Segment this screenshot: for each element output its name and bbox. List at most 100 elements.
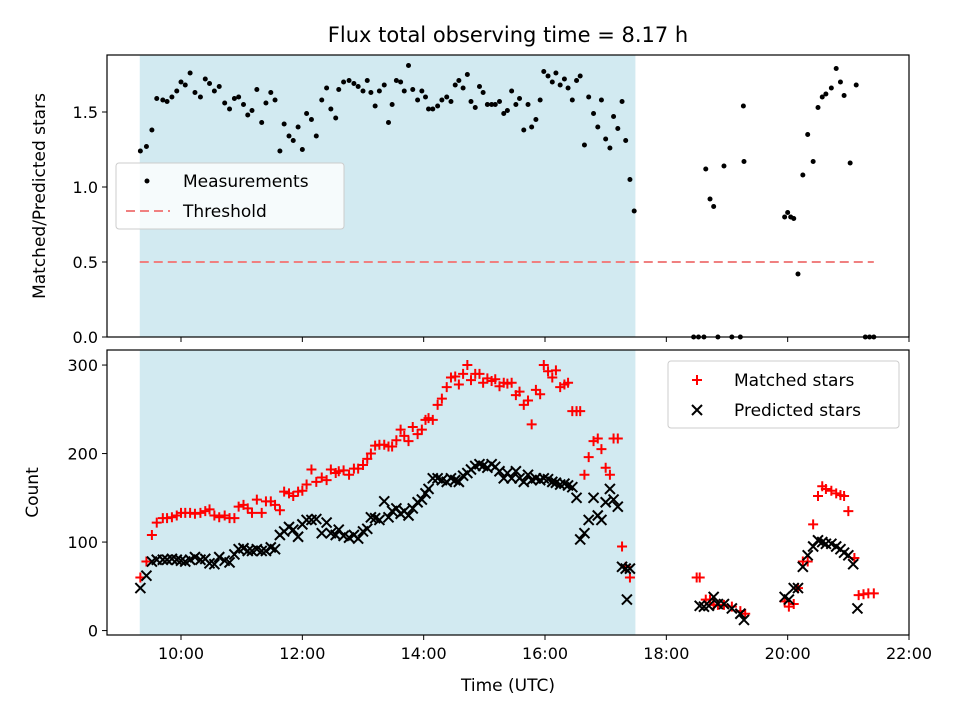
measurement-point (569, 97, 575, 103)
measurement-point (795, 271, 801, 277)
measurement-point (711, 204, 717, 209)
matched-star-point (538, 360, 549, 371)
matched-star-point (535, 389, 546, 400)
matched-star-point (362, 453, 373, 464)
matched-star-point (151, 517, 162, 528)
measurement-point (415, 97, 421, 103)
predicted-star-point (140, 569, 153, 582)
matched-star-point (458, 368, 469, 379)
matched-star-point (450, 371, 461, 382)
predicted-star-point (604, 483, 616, 495)
x-tick-label: 14:00 (401, 644, 447, 663)
measurement-point (290, 138, 296, 143)
matched-star-point (279, 486, 290, 497)
legend: Measurements Threshold (115, 162, 345, 230)
matched-star-point (391, 435, 402, 446)
legend-marker-matched (692, 375, 702, 385)
predicted-star-point (788, 582, 800, 594)
matched-star-point (514, 386, 525, 397)
measurement-point (611, 114, 617, 119)
measurement-point (561, 76, 567, 82)
predicted-star-point (453, 476, 465, 488)
predicted-star-point (402, 509, 415, 522)
measurement-point (406, 63, 412, 68)
matched-star-point (563, 377, 574, 388)
measurement-point (623, 138, 629, 143)
predicted-star-point (587, 492, 600, 504)
predicted-star-point (801, 549, 814, 562)
matched-star-point (550, 365, 561, 376)
measurement-point (837, 79, 843, 85)
predicted-star-point (378, 495, 390, 508)
matched-star-point (839, 491, 850, 502)
predicted-star-point (546, 476, 558, 488)
measurement-point (740, 103, 746, 109)
predicted-star-point (361, 523, 373, 535)
predicted-star-point (189, 551, 201, 563)
y-tick-label: 300 (67, 356, 98, 375)
matched-star-point (802, 556, 813, 567)
x-tick-label: 16:00 (522, 644, 568, 663)
predicted-star-point (574, 533, 586, 546)
predicted-star-point (624, 562, 636, 575)
matched-star-point (256, 507, 267, 518)
matched-star-point (403, 436, 414, 447)
measurement-point (823, 91, 829, 97)
predicted-star-point (422, 483, 435, 495)
legend-marker-measurements (144, 178, 150, 184)
measurement-point (557, 82, 563, 88)
matched-star-point (214, 512, 225, 523)
measurement-point (574, 78, 580, 83)
measurement-point (249, 108, 255, 113)
measurement-point (211, 88, 217, 94)
matched-star-point (808, 519, 819, 530)
measurement-point (819, 94, 825, 100)
matched-star-point (575, 406, 586, 417)
measurement-point (202, 76, 208, 82)
matched-star-point (617, 541, 628, 552)
measurement-point (295, 124, 301, 130)
predicted-star-point (718, 598, 730, 610)
measurement-point (833, 66, 839, 71)
matched-star-point (204, 504, 215, 515)
measurement-point (426, 106, 432, 112)
measurement-point (268, 90, 274, 95)
measurement-point (187, 70, 193, 76)
matched-star-point (441, 382, 452, 393)
measurement-point (595, 124, 601, 130)
predicted-star-point (734, 608, 747, 620)
measurement-point (422, 94, 428, 100)
matched-star-point (526, 419, 537, 430)
predicted-star-point (738, 614, 750, 626)
measurement-point (227, 106, 233, 112)
predicted-star-point (510, 465, 522, 477)
matched-star-point (166, 512, 177, 523)
y-tick-label: 1.0 (73, 178, 98, 197)
legend: Matched stars Predicted stars (667, 360, 900, 429)
y-tick-label: 0.5 (73, 253, 98, 272)
predicted-star-point (595, 514, 608, 526)
measurement-point (549, 79, 555, 85)
matched-star-point (592, 433, 603, 444)
measurement-point (277, 148, 283, 154)
matched-star-point (427, 414, 438, 425)
measurement-point (627, 177, 633, 182)
legend-label-threshold: Threshold (182, 202, 267, 222)
measurement-point (476, 84, 482, 89)
matched-star-point (436, 393, 447, 404)
measurement-point (304, 111, 310, 116)
matched-star-point (274, 505, 285, 516)
measurement-point (346, 78, 352, 83)
plot-frame (106, 349, 910, 636)
predicted-star-point (416, 493, 428, 506)
matched-star-point (843, 506, 854, 517)
x-tick-label: 12:00 (279, 644, 325, 663)
measurement-point (393, 78, 399, 83)
observing-span (139, 350, 636, 635)
measurement-point (336, 87, 342, 92)
predicted-star-point (693, 600, 706, 612)
measurement-point (222, 100, 228, 106)
measurement-point (448, 99, 454, 104)
measurement-point (154, 96, 160, 101)
predicted-star-point (213, 551, 225, 563)
